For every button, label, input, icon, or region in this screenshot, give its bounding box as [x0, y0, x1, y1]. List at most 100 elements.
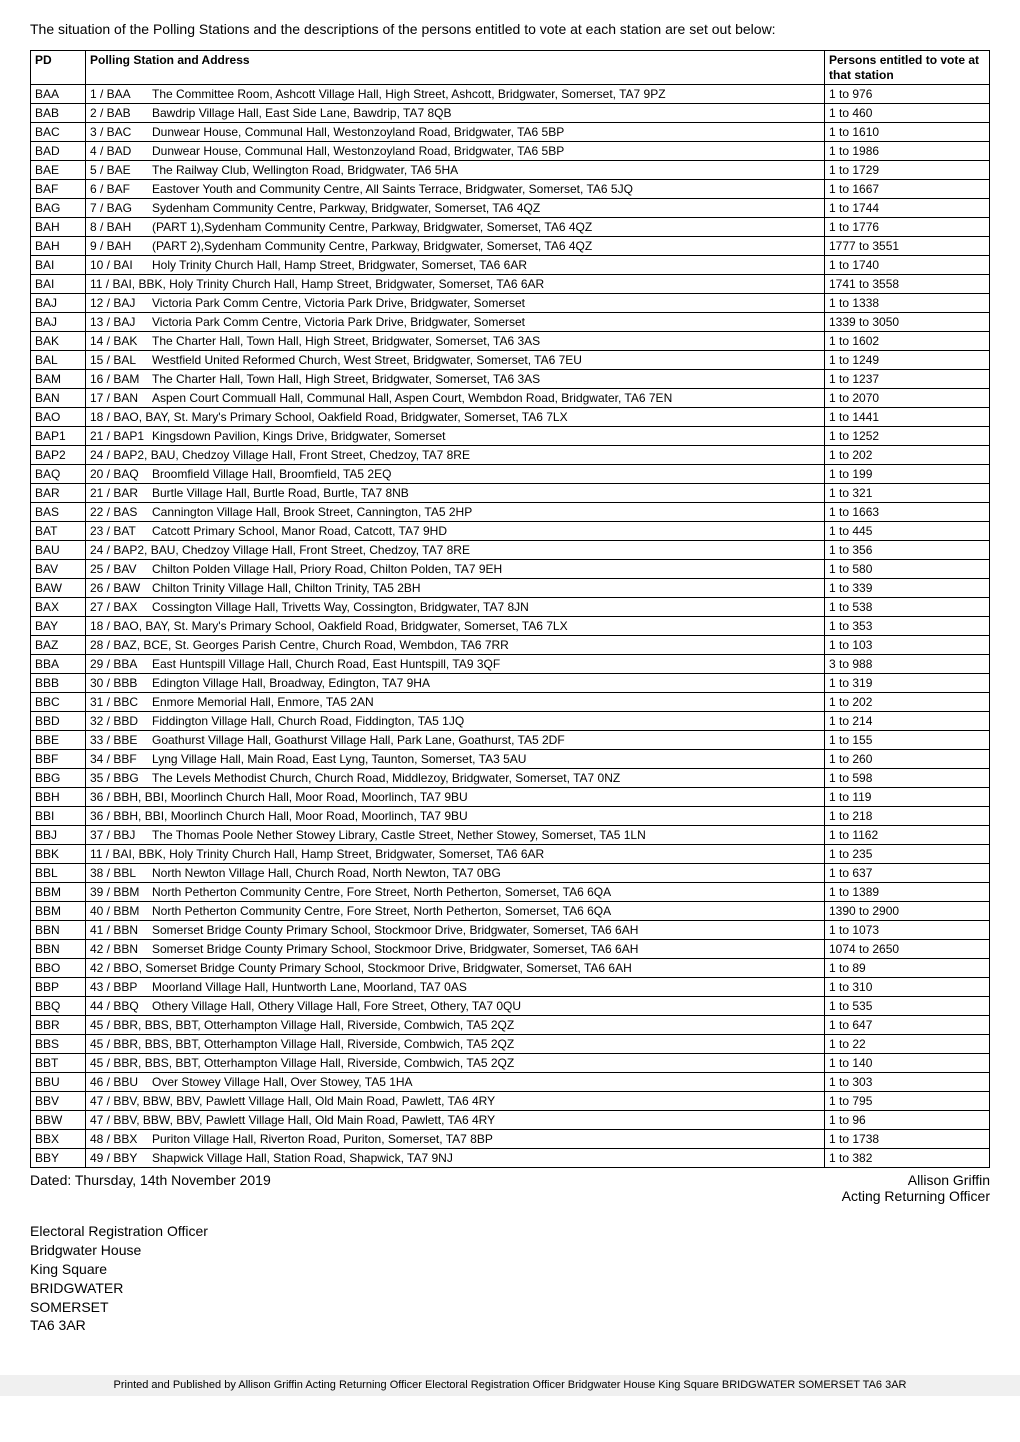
table-row: BBN41 / BBNSomerset Bridge County Primar… [31, 920, 990, 939]
address-code: 3 / BAC [90, 125, 152, 139]
cell-persons: 1 to 535 [825, 996, 990, 1015]
address-text: Cannington Village Hall, Brook Street, C… [152, 505, 472, 519]
address-code: 40 / BBM [90, 904, 152, 918]
cell-pd: BBX [31, 1129, 86, 1148]
cell-persons: 1 to 1667 [825, 179, 990, 198]
cell-pd: BAI [31, 274, 86, 293]
cell-persons: 1 to 538 [825, 597, 990, 616]
table-row: BAI10 / BAIHoly Trinity Church Hall, Ham… [31, 255, 990, 274]
cell-persons: 1 to 1441 [825, 407, 990, 426]
cell-pd: BBP [31, 977, 86, 996]
address-text: Enmore Memorial Hall, Enmore, TA5 2AN [152, 695, 374, 709]
table-header-row: PD Polling Station and Address Persons e… [31, 51, 990, 85]
cell-persons: 1 to 1744 [825, 198, 990, 217]
table-row: BBI36 / BBH, BBI, Moorlinch Church Hall,… [31, 806, 990, 825]
table-row: BBT45 / BBR, BBS, BBT, Otterhampton Vill… [31, 1053, 990, 1072]
cell-pd: BBB [31, 673, 86, 692]
cell-address: 25 / BAVChilton Polden Village Hall, Pri… [86, 559, 825, 578]
cell-address: 46 / BBUOver Stowey Village Hall, Over S… [86, 1072, 825, 1091]
address-text: Holy Trinity Church Hall, Hamp Street, B… [152, 258, 527, 272]
cell-address: 41 / BBNSomerset Bridge County Primary S… [86, 920, 825, 939]
table-row: BBM 40 / BBMNorth Petherton Community Cen… [31, 901, 990, 920]
cell-address: 31 / BBCEnmore Memorial Hall, Enmore, TA… [86, 692, 825, 711]
address-code: 46 / BBU [90, 1075, 152, 1089]
cell-pd: BAV [31, 559, 86, 578]
address-text: Chilton Trinity Village Hall, Chilton Tr… [152, 581, 421, 595]
cell-pd: BAB [31, 103, 86, 122]
cell-pd: BBF [31, 749, 86, 768]
cell-pd: BBJ [31, 825, 86, 844]
cell-address: 6 / BAFEastover Youth and Community Cent… [86, 179, 825, 198]
cell-address: 36 / BBH, BBI, Moorlinch Church Hall, Mo… [86, 787, 825, 806]
address-text: Somerset Bridge County Primary School, S… [152, 923, 638, 937]
table-row: BBL38 / BBLNorth Newton Village Hall, Ch… [31, 863, 990, 882]
table-row: BBC31 / BBCEnmore Memorial Hall, Enmore,… [31, 692, 990, 711]
signatory-title: Acting Returning Officer [842, 1188, 990, 1204]
cell-persons: 1074 to 2650 [825, 939, 990, 958]
address-text: (PART 1),Sydenham Community Centre, Park… [152, 220, 592, 234]
address-text: Dunwear House, Communal Hall, Westonzoyl… [152, 125, 564, 139]
cell-pd: BAI [31, 255, 86, 274]
cell-pd: BAP2 [31, 445, 86, 464]
table-row: BAU24 / BAP2, BAU, Chedzoy Village Hall,… [31, 540, 990, 559]
table-row: BBE33 / BBEGoathurst Village Hall, Goath… [31, 730, 990, 749]
table-row: BBU46 / BBUOver Stowey Village Hall, Ove… [31, 1072, 990, 1091]
table-row: BAZ28 / BAZ, BCE, St. Georges Parish Cen… [31, 635, 990, 654]
cell-address: 47 / BBV, BBW, BBV, Pawlett Village Hall… [86, 1110, 825, 1129]
table-row: BAJ12 / BAJVictoria Park Comm Centre, Vi… [31, 293, 990, 312]
cell-address: 16 / BAMThe Charter Hall, Town Hall, Hig… [86, 369, 825, 388]
cell-persons: 1 to 2070 [825, 388, 990, 407]
address-code: 8 / BAH [90, 220, 152, 234]
cell-persons: 1 to 202 [825, 445, 990, 464]
address-code: 27 / BAX [90, 600, 152, 614]
table-row: BBG35 / BBGThe Levels Methodist Church, … [31, 768, 990, 787]
cell-pd: BBG [31, 768, 86, 787]
officer-line: Electoral Registration Officer [30, 1222, 990, 1241]
cell-persons: 1 to 214 [825, 711, 990, 730]
address-text: Victoria Park Comm Centre, Victoria Park… [152, 296, 525, 310]
cell-address: 42 / BBNSomerset Bridge County Primary S… [86, 939, 825, 958]
table-row: BBO42 / BBO, Somerset Bridge County Prim… [31, 958, 990, 977]
cell-address: 1 / BAAThe Committee Room, Ashcott Villa… [86, 84, 825, 103]
cell-persons: 1 to 445 [825, 521, 990, 540]
cell-address: 36 / BBH, BBI, Moorlinch Church Hall, Mo… [86, 806, 825, 825]
cell-persons: 1 to 1602 [825, 331, 990, 350]
address-code: 38 / BBL [90, 866, 152, 880]
address-text: Broomfield Village Hall, Broomfield, TA5… [152, 467, 391, 481]
cell-pd: BAK [31, 331, 86, 350]
address-code: 39 / BBM [90, 885, 152, 899]
cell-persons: 1 to 202 [825, 692, 990, 711]
table-row: BAC 3 / BACDunwear House, Communal Hall, … [31, 122, 990, 141]
cell-pd: BBL [31, 863, 86, 882]
table-row: BBW47 / BBV, BBW, BBV, Pawlett Village H… [31, 1110, 990, 1129]
cell-address: 35 / BBGThe Levels Methodist Church, Chu… [86, 768, 825, 787]
table-row: BAP121 / BAP1Kingsdown Pavilion, Kings D… [31, 426, 990, 445]
address-code: 16 / BAM [90, 372, 152, 386]
cell-pd: BAL [31, 350, 86, 369]
cell-address: 7 / BAGSydenham Community Centre, Parkwa… [86, 198, 825, 217]
address-text: The Levels Methodist Church, Church Road… [152, 771, 620, 785]
address-code: 5 / BAE [90, 163, 152, 177]
cell-pd: BAZ [31, 635, 86, 654]
address-code: 34 / BBF [90, 752, 152, 766]
cell-pd: BAC [31, 122, 86, 141]
cell-persons: 1 to 1162 [825, 825, 990, 844]
address-text: North Petherton Community Centre, Fore S… [152, 904, 611, 918]
address-text: Eastover Youth and Community Centre, All… [152, 182, 633, 196]
intro-text: The situation of the Polling Stations an… [30, 20, 990, 38]
table-row: BAA1 / BAAThe Committee Room, Ashcott Vi… [31, 84, 990, 103]
cell-persons: 1 to 260 [825, 749, 990, 768]
address-text: Cossington Village Hall, Trivetts Way, C… [152, 600, 529, 614]
cell-pd: BAO [31, 407, 86, 426]
table-row: BAP224 / BAP2, BAU, Chedzoy Village Hall… [31, 445, 990, 464]
table-row: BBH36 / BBH, BBI, Moorlinch Church Hall,… [31, 787, 990, 806]
cell-pd: BAJ [31, 293, 86, 312]
table-row: BAH8 / BAH(PART 1),Sydenham Community Ce… [31, 217, 990, 236]
cell-persons: 1 to 310 [825, 977, 990, 996]
cell-address: 11 / BAI, BBK, Holy Trinity Church Hall,… [86, 274, 825, 293]
cell-pd: BBM [31, 901, 86, 920]
cell-pd: BAF [31, 179, 86, 198]
cell-pd: BBU [31, 1072, 86, 1091]
table-row: BAN17 / BANAspen Court Commuall Hall, Co… [31, 388, 990, 407]
cell-persons: 1 to 460 [825, 103, 990, 122]
